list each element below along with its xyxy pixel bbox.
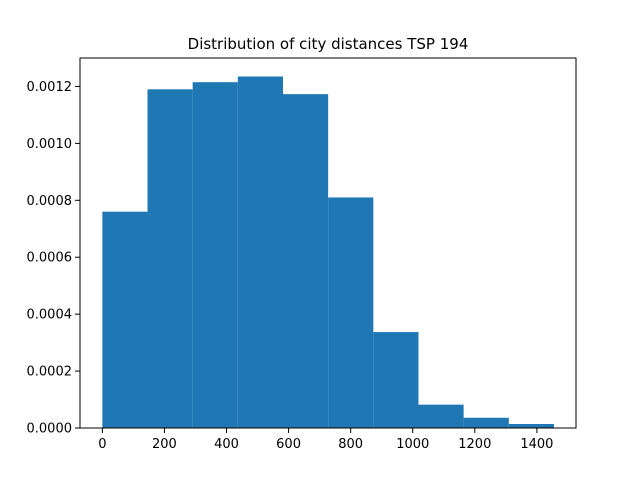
histogram-bar — [508, 424, 554, 428]
histogram-bar — [282, 94, 329, 429]
x-tick-label: 1400 — [520, 437, 553, 452]
histogram-bars — [102, 76, 554, 429]
histogram-bar — [102, 211, 148, 428]
x-tick-label: 0 — [98, 437, 106, 452]
y-tick-label: 0.0010 — [27, 137, 73, 152]
x-tick-label: 200 — [152, 437, 177, 452]
chart-title: Distribution of city distances TSP 194 — [188, 35, 469, 53]
histogram-bar — [147, 89, 193, 429]
histogram-bar — [328, 197, 374, 428]
x-tick-label: 400 — [214, 437, 239, 452]
y-tick-label: 0.0000 — [27, 422, 73, 437]
x-tick-label: 1000 — [396, 437, 429, 452]
y-tick-label: 0.0004 — [27, 308, 73, 323]
x-tick-label: 800 — [338, 437, 363, 452]
histogram-bar — [237, 76, 283, 428]
histogram-bar — [373, 332, 419, 428]
y-tick-label: 0.0002 — [27, 365, 73, 380]
plot-frame — [79, 57, 577, 429]
y-tick-label: 0.0006 — [27, 251, 73, 266]
y-axis-ticks: 0.0000 0.0002 0.0004 0.0006 0.0008 0.0010 0.00… — [27, 80, 80, 437]
x-tick-label: 1200 — [458, 437, 491, 452]
histogram-bar — [463, 417, 509, 428]
histogram-bar — [192, 82, 238, 428]
y-tick-label: 0.0008 — [27, 194, 73, 209]
x-axis-ticks: 0 200 400 600 800 1000 1200 1400 — [98, 428, 553, 452]
x-tick-label: 600 — [276, 437, 301, 452]
histogram-bar — [418, 404, 464, 428]
y-tick-label: 0.0012 — [27, 80, 73, 95]
